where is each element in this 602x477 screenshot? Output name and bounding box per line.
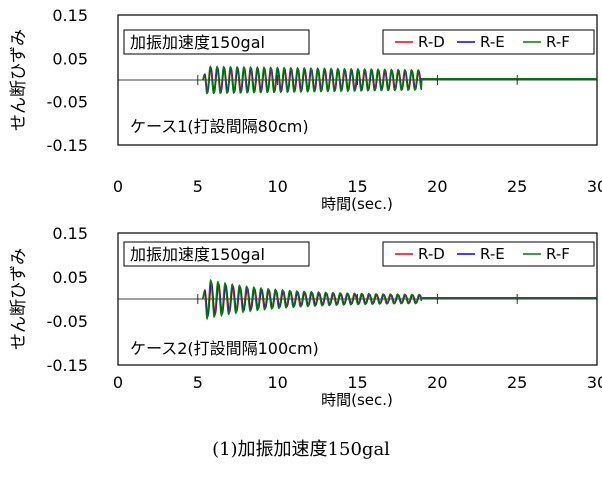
x-tick-label: 0 <box>113 373 123 392</box>
x-tick-label: 25 <box>507 177 527 196</box>
chart-2-annotation-note: ケース2(打設間隔100cm) <box>130 339 319 358</box>
x-tick-label: 15 <box>347 373 367 392</box>
chart-2-x-tick-labels: 0 5 10 15 20 25 30 <box>113 373 602 392</box>
chart-2-x-axis-label: 時間(sec.) <box>321 391 393 409</box>
legend-label-r-f: R-F <box>546 33 570 51</box>
chart-2-series-group <box>201 278 597 321</box>
x-tick-label: 30 <box>587 373 602 392</box>
x-tick-label: 15 <box>347 177 367 196</box>
y-tick-label: -0.05 <box>47 312 88 331</box>
legend-label-r-d: R-D <box>418 245 445 263</box>
x-tick-label: 10 <box>267 177 287 196</box>
chart-2-legend: R-D R-E R-F <box>382 241 595 267</box>
chart-1-annotation-box <box>123 29 310 55</box>
y-tick-label: 0.15 <box>52 224 88 243</box>
legend-label-r-d: R-D <box>418 33 445 51</box>
legend-label-r-f: R-F <box>546 245 570 263</box>
x-tick-label: 20 <box>427 373 447 392</box>
chart-2-y-axis-label: せん断ひずみ <box>9 248 29 350</box>
legend-label-r-e: R-E <box>480 33 505 51</box>
chart-1-x-tick-labels: 0 5 10 15 20 25 30 <box>113 177 602 196</box>
x-tick-label: 5 <box>193 373 203 392</box>
series-line-r-f <box>201 278 597 321</box>
x-tick-label: 5 <box>193 177 203 196</box>
chart-1: せん断ひずみ 0.15 0.05 -0.05 -0.15 0 5 10 15 20 25 30 時… <box>9 6 602 213</box>
chart-1-annotation-note: ケース1(打設間隔80cm) <box>130 117 309 136</box>
y-tick-label: -0.15 <box>47 136 88 155</box>
chart-1-series-group <box>202 65 597 95</box>
x-tick-label: 0 <box>113 177 123 196</box>
series-line-r-f <box>202 65 597 95</box>
y-tick-label: 0.15 <box>52 6 88 25</box>
chart-2-legend-frame <box>382 241 595 267</box>
y-tick-label: 0.05 <box>52 49 88 68</box>
chart-2-y-tick-labels: 0.15 0.05 -0.05 -0.15 <box>47 224 88 375</box>
chart-1-annotation-box-text: 加振加速度150gal <box>130 33 265 52</box>
chart-1-legend: R-D R-E R-F <box>382 29 595 55</box>
x-tick-label: 10 <box>267 373 287 392</box>
chart-2: せん断ひずみ 0.15 0.05 -0.05 -0.15 0 5 10 15 20 25 30 時… <box>9 224 602 409</box>
x-tick-label: 20 <box>427 177 447 196</box>
chart-1-legend-frame <box>382 29 595 55</box>
chart-2-annotation-box <box>123 241 310 267</box>
x-tick-label: 25 <box>507 373 527 392</box>
chart-1-y-axis-label: せん断ひずみ <box>9 29 29 131</box>
legend-label-r-e: R-E <box>480 245 505 263</box>
figure-caption: (1)加振加速度150gal <box>212 439 390 460</box>
y-tick-label: -0.15 <box>47 356 88 375</box>
y-tick-label: -0.05 <box>47 93 88 112</box>
chart-2-annotation-box-text: 加振加速度150gal <box>130 245 265 264</box>
chart-1-y-tick-labels: 0.15 0.05 -0.05 -0.15 <box>47 6 88 155</box>
chart-1-x-axis-label: 時間(sec.) <box>321 195 393 213</box>
x-tick-label: 30 <box>587 177 602 196</box>
y-tick-label: 0.05 <box>52 268 88 287</box>
